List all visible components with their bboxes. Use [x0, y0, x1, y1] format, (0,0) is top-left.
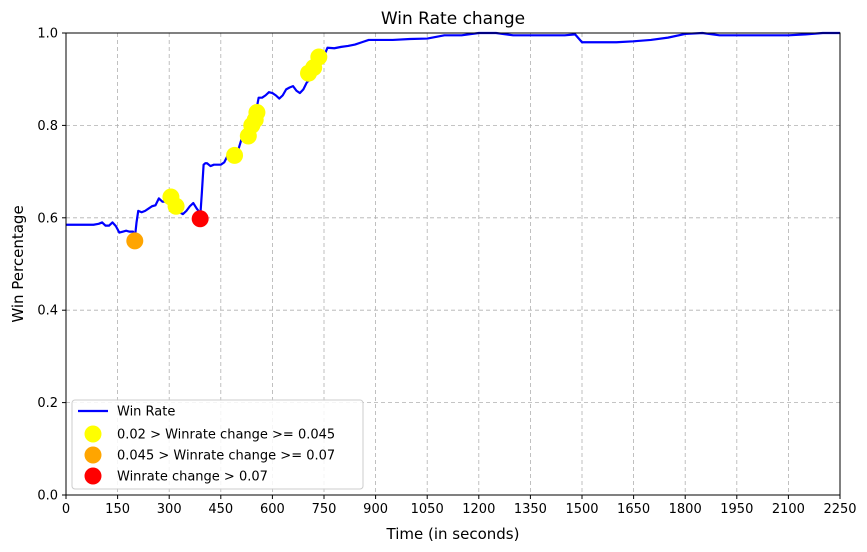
x-tick-label: 1050 [411, 502, 444, 517]
yellow-point [248, 103, 266, 121]
chart-title: Win Rate change [381, 9, 525, 29]
y-axis-ticks: 0.0 0.2 0.4 0.6 0.8 1.0 [37, 27, 66, 504]
x-tick-label: 0 [62, 502, 70, 517]
x-tick-label: 1950 [720, 502, 753, 517]
x-tick-label: 150 [105, 502, 130, 517]
x-tick-label: 1650 [617, 502, 650, 517]
legend-label: Winrate change > 0.07 [117, 470, 268, 485]
legend-label: Win Rate [117, 405, 175, 420]
legend-label: 0.02 > Winrate change >= 0.045 [117, 428, 335, 443]
y-tick-label: 0.8 [37, 119, 58, 134]
y-tick-label: 0.0 [37, 489, 58, 504]
y-tick-label: 1.0 [37, 27, 58, 42]
scatter-layer [126, 48, 328, 250]
legend-label: 0.045 > Winrate change >= 0.07 [117, 449, 335, 464]
plot-frame [65, 32, 841, 496]
x-tick-label: 750 [312, 502, 337, 517]
x-tick-label: 1200 [462, 502, 495, 517]
x-tick-label: 2250 [823, 502, 856, 517]
x-tick-label: 450 [208, 502, 233, 517]
yellow-point [167, 197, 185, 215]
legend-yellow-point-swatch [84, 425, 102, 443]
y-tick-label: 0.4 [37, 304, 58, 319]
x-tick-label: 300 [157, 502, 182, 517]
yellow-point [310, 48, 328, 66]
x-tick-label: 600 [260, 502, 285, 517]
legend-red-point-swatch [84, 467, 102, 485]
x-tick-label: 1500 [565, 502, 598, 517]
legend-orange-point-swatch [84, 446, 102, 464]
y-tick-label: 0.6 [37, 211, 58, 226]
win-rate-line [66, 31, 840, 240]
yellow-point [226, 146, 244, 164]
legend-box [71, 399, 364, 490]
y-axis-label: Win Percentage [9, 205, 27, 322]
y-tick-label: 0.2 [37, 396, 58, 411]
x-tick-label: 900 [363, 502, 388, 517]
line-layer [66, 31, 840, 240]
x-axis-label: Time (in seconds) [386, 525, 520, 543]
red-point [191, 210, 209, 228]
x-tick-label: 1800 [669, 502, 702, 517]
x-axis-ticks: 0 150 300 450 600 750 900 1050 1200 1350 1500 1650 1… [62, 495, 857, 517]
x-tick-label: 2100 [772, 502, 805, 517]
orange-point [126, 232, 144, 250]
legend: Win Rate 0.02 > Winrate change >= 0.045 0… [71, 399, 364, 490]
x-tick-label: 1350 [514, 502, 547, 517]
